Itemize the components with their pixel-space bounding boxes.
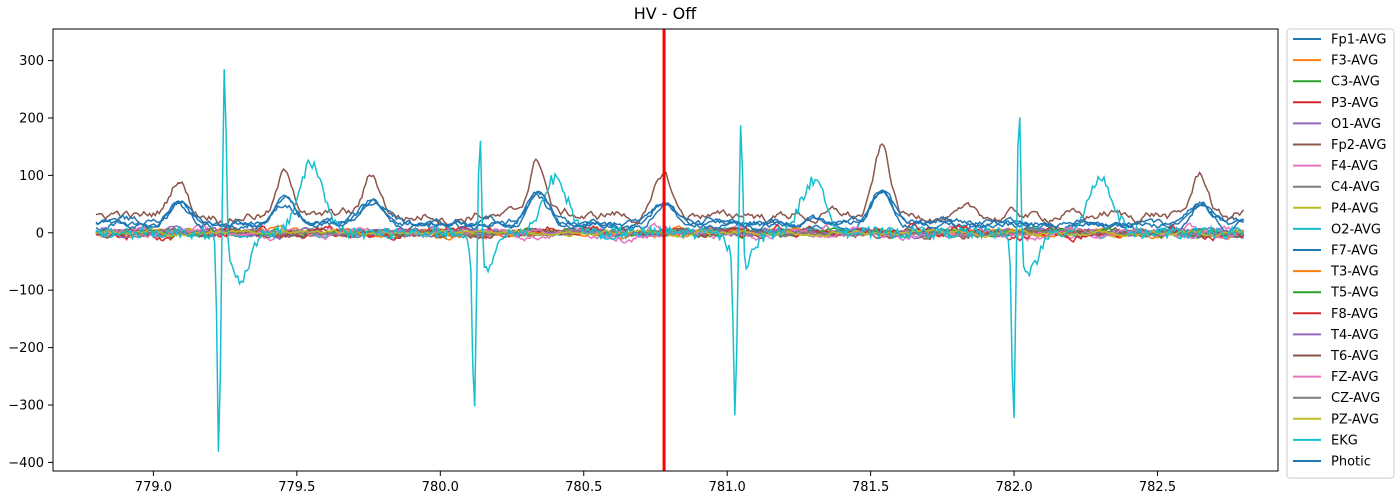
y-tick-label: 300 xyxy=(19,54,44,69)
legend-label: O2-AVG xyxy=(1331,222,1381,237)
x-tick-label: 780.5 xyxy=(565,480,602,495)
y-tick-label: −200 xyxy=(8,341,44,356)
x-tick-label: 779.5 xyxy=(278,480,315,495)
legend-label: Fp2-AVG xyxy=(1331,138,1386,153)
legend-box xyxy=(1286,28,1395,479)
legend-label: Photic xyxy=(1331,455,1371,470)
legend-label: O1-AVG xyxy=(1331,117,1381,132)
x-tick-label: 782.0 xyxy=(995,480,1032,495)
x-tick-label: 779.0 xyxy=(135,480,172,495)
legend-label: T5-AVG xyxy=(1330,286,1379,301)
x-tick-label: 782.5 xyxy=(1139,480,1176,495)
series-line-ekg xyxy=(95,69,1245,452)
series-line-pz-avg xyxy=(95,228,1244,239)
y-tick-label: −300 xyxy=(8,398,44,413)
legend-label: Fp1-AVG xyxy=(1331,33,1386,48)
legend-label: T6-AVG xyxy=(1330,349,1379,364)
legend-label: P4-AVG xyxy=(1331,201,1379,216)
legend-label: CZ-AVG xyxy=(1331,391,1380,406)
chart-title: HV - Off xyxy=(634,4,698,23)
legend-label: T4-AVG xyxy=(1330,328,1379,343)
y-tick-label: −100 xyxy=(8,284,44,299)
legend-label: T3-AVG xyxy=(1330,265,1379,280)
x-axis: 779.0 779.5 780.0 780.5 781.0 781.5 782.0 782.5 xyxy=(135,471,1176,495)
y-tick-label: 0 xyxy=(36,226,44,241)
legend-label: F4-AVG xyxy=(1331,159,1378,174)
series-layer xyxy=(95,69,1245,452)
y-tick-label: 100 xyxy=(19,169,44,184)
x-tick-label: 781.5 xyxy=(852,480,889,495)
series-line-fp2-avg xyxy=(95,142,1245,228)
legend-label: F7-AVG xyxy=(1331,244,1378,259)
legend-label: FZ-AVG xyxy=(1331,370,1379,385)
legend-label: F8-AVG xyxy=(1331,307,1378,322)
legend-label: EKG xyxy=(1331,433,1358,448)
legend-label: C3-AVG xyxy=(1331,75,1380,90)
y-tick-label: −400 xyxy=(8,456,44,471)
legend-label: F3-AVG xyxy=(1331,54,1378,69)
legend-label: P3-AVG xyxy=(1331,96,1379,111)
y-axis: −400 −300 −200 −100 0 100 200 300 xyxy=(8,54,53,471)
legend-label: PZ-AVG xyxy=(1331,412,1379,427)
legend: Fp1-AVG F3-AVG C3-AVG P3-AVG O1-AVG Fp2-AVG F4… xyxy=(1286,28,1395,479)
series-line-photic xyxy=(95,190,1244,233)
plot-frame xyxy=(52,28,1279,472)
x-tick-label: 781.0 xyxy=(709,480,746,495)
legend-label: C4-AVG xyxy=(1331,180,1380,195)
x-tick-label: 780.0 xyxy=(422,480,459,495)
y-tick-label: 200 xyxy=(19,111,44,126)
